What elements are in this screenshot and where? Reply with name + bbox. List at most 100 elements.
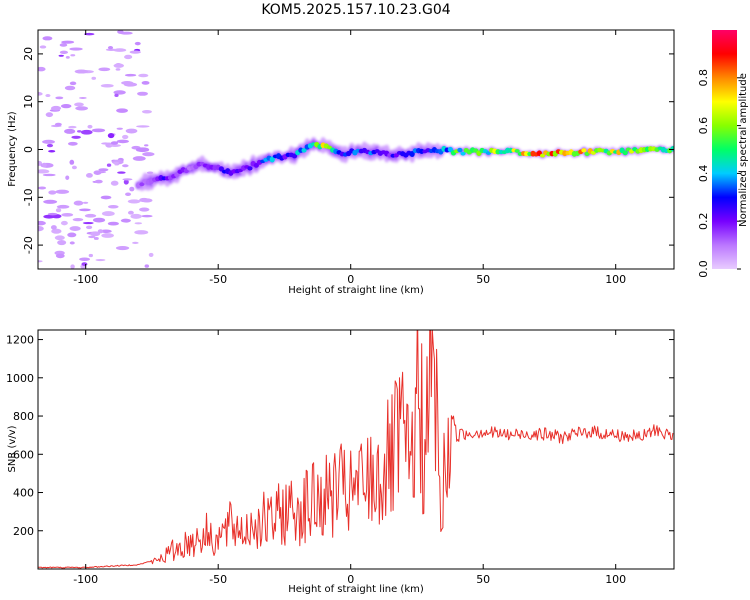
noise-blob [38,186,47,190]
ridge-cell [409,151,415,157]
noise-blob [60,220,68,226]
noise-blob [136,125,150,128]
noise-blob [55,208,62,213]
noise-blob [124,54,133,60]
noise-blob [141,80,150,85]
spectrogram-x-axis-label: Height of straight line (km) [288,285,424,296]
noise-blob [48,190,57,195]
snr-y-axis-label: SNR (v/v) [7,425,18,472]
ridge-cell [218,166,224,172]
ridge-cell [581,148,587,153]
noise-blob [115,68,121,71]
colorbar-tick-label: 0.8 [697,69,710,87]
noise-blob [113,63,124,68]
noise-blob [81,262,88,266]
noise-blob [122,134,129,140]
colorbar-gradient [712,30,737,269]
noise-blob [113,90,126,95]
noise-blob [56,204,70,209]
noise-blob [134,230,149,235]
noise-blob [125,192,132,196]
noise-blob [134,41,141,46]
x-tick-label: -50 [209,573,227,586]
snr-panel: -100 -50 0 50 100 200 400 600 800 1000 1200 Heigh… [6,329,675,595]
noise-blob [129,50,141,54]
ridge-cell [670,146,674,152]
noise-blob [101,211,115,217]
noise-blob [57,239,67,246]
noise-blob [55,253,65,259]
noise-blob [122,164,129,168]
snr-x-ticks: -100 -50 0 50 100 [73,330,626,586]
snr-y-ticks: 200 400 600 800 1000 1200 [6,334,674,538]
ridge-core [136,141,674,188]
noise-blob [135,147,150,153]
noise-blob [125,128,138,134]
noise-blob [42,139,55,144]
y-tick-label: 200 [13,525,34,538]
noise-blob [51,228,62,234]
noise-blob [107,204,119,209]
noise-blob [93,237,99,240]
noise-blob [38,220,46,226]
noise-blob [38,226,44,232]
noise-blob [141,110,152,114]
colorbar-ticks: 0.0 0.2 0.4 0.6 0.8 [697,69,741,278]
noise-blob [94,179,103,184]
noise-blob [69,47,83,51]
noise-blob [129,186,135,192]
noise-blob [139,207,150,212]
noise-blob [50,225,57,230]
noise-blob [107,221,119,226]
noise-blob [124,73,137,77]
ridge-cell [539,153,546,158]
noise-blob [38,92,43,96]
noise-blob [88,235,96,239]
noise-blob [79,208,91,212]
colorbar: 0.0 0.2 0.4 0.6 0.8 Normalized spectral ampl… [697,30,749,278]
noise-blob [109,144,121,147]
x-tick-label: 0 [347,273,354,286]
ridge-cell [269,156,275,163]
noise-blob [79,96,87,99]
noise-blob [61,40,75,44]
noise-blob [141,198,153,203]
y-tick-label: 10 [22,95,35,109]
noise-blob [82,221,94,225]
noise-blob [122,178,133,181]
noise-blob [69,81,77,86]
noise-blob [93,170,102,175]
y-tick-label: 0 [22,146,35,153]
noise-blob [85,173,93,178]
noise-blob [50,105,62,111]
ridge-cell [139,182,145,187]
noise-blob [120,218,131,223]
noise-blob [55,96,64,100]
noise-blob [74,102,84,107]
colorbar-tick-label: 0.4 [697,165,710,183]
noise-blob [134,222,143,225]
ridge-cell [460,151,466,156]
noise-blob [116,127,123,130]
x-tick-label: 0 [347,573,354,586]
snr-series-line [38,330,674,569]
noise-blob [144,264,150,268]
noise-blob [45,94,51,98]
noise-blob [38,260,43,263]
y-tick-label: 1000 [6,372,34,385]
noise-blob [123,82,138,87]
noise-blob [61,212,74,217]
noise-blob [90,231,101,237]
noise-blob [60,104,72,109]
noise-blob [141,214,153,218]
noise-blob [101,233,114,238]
figure-title: KOM5.2025.157.10.23.G04 [261,2,450,18]
noise-blob [91,128,106,133]
noise-blob [55,189,70,194]
noise-blob [127,210,134,215]
noise-blob [88,253,94,258]
noise-blob [137,91,148,96]
noise-blob [116,139,129,144]
noise-blob [75,106,89,111]
